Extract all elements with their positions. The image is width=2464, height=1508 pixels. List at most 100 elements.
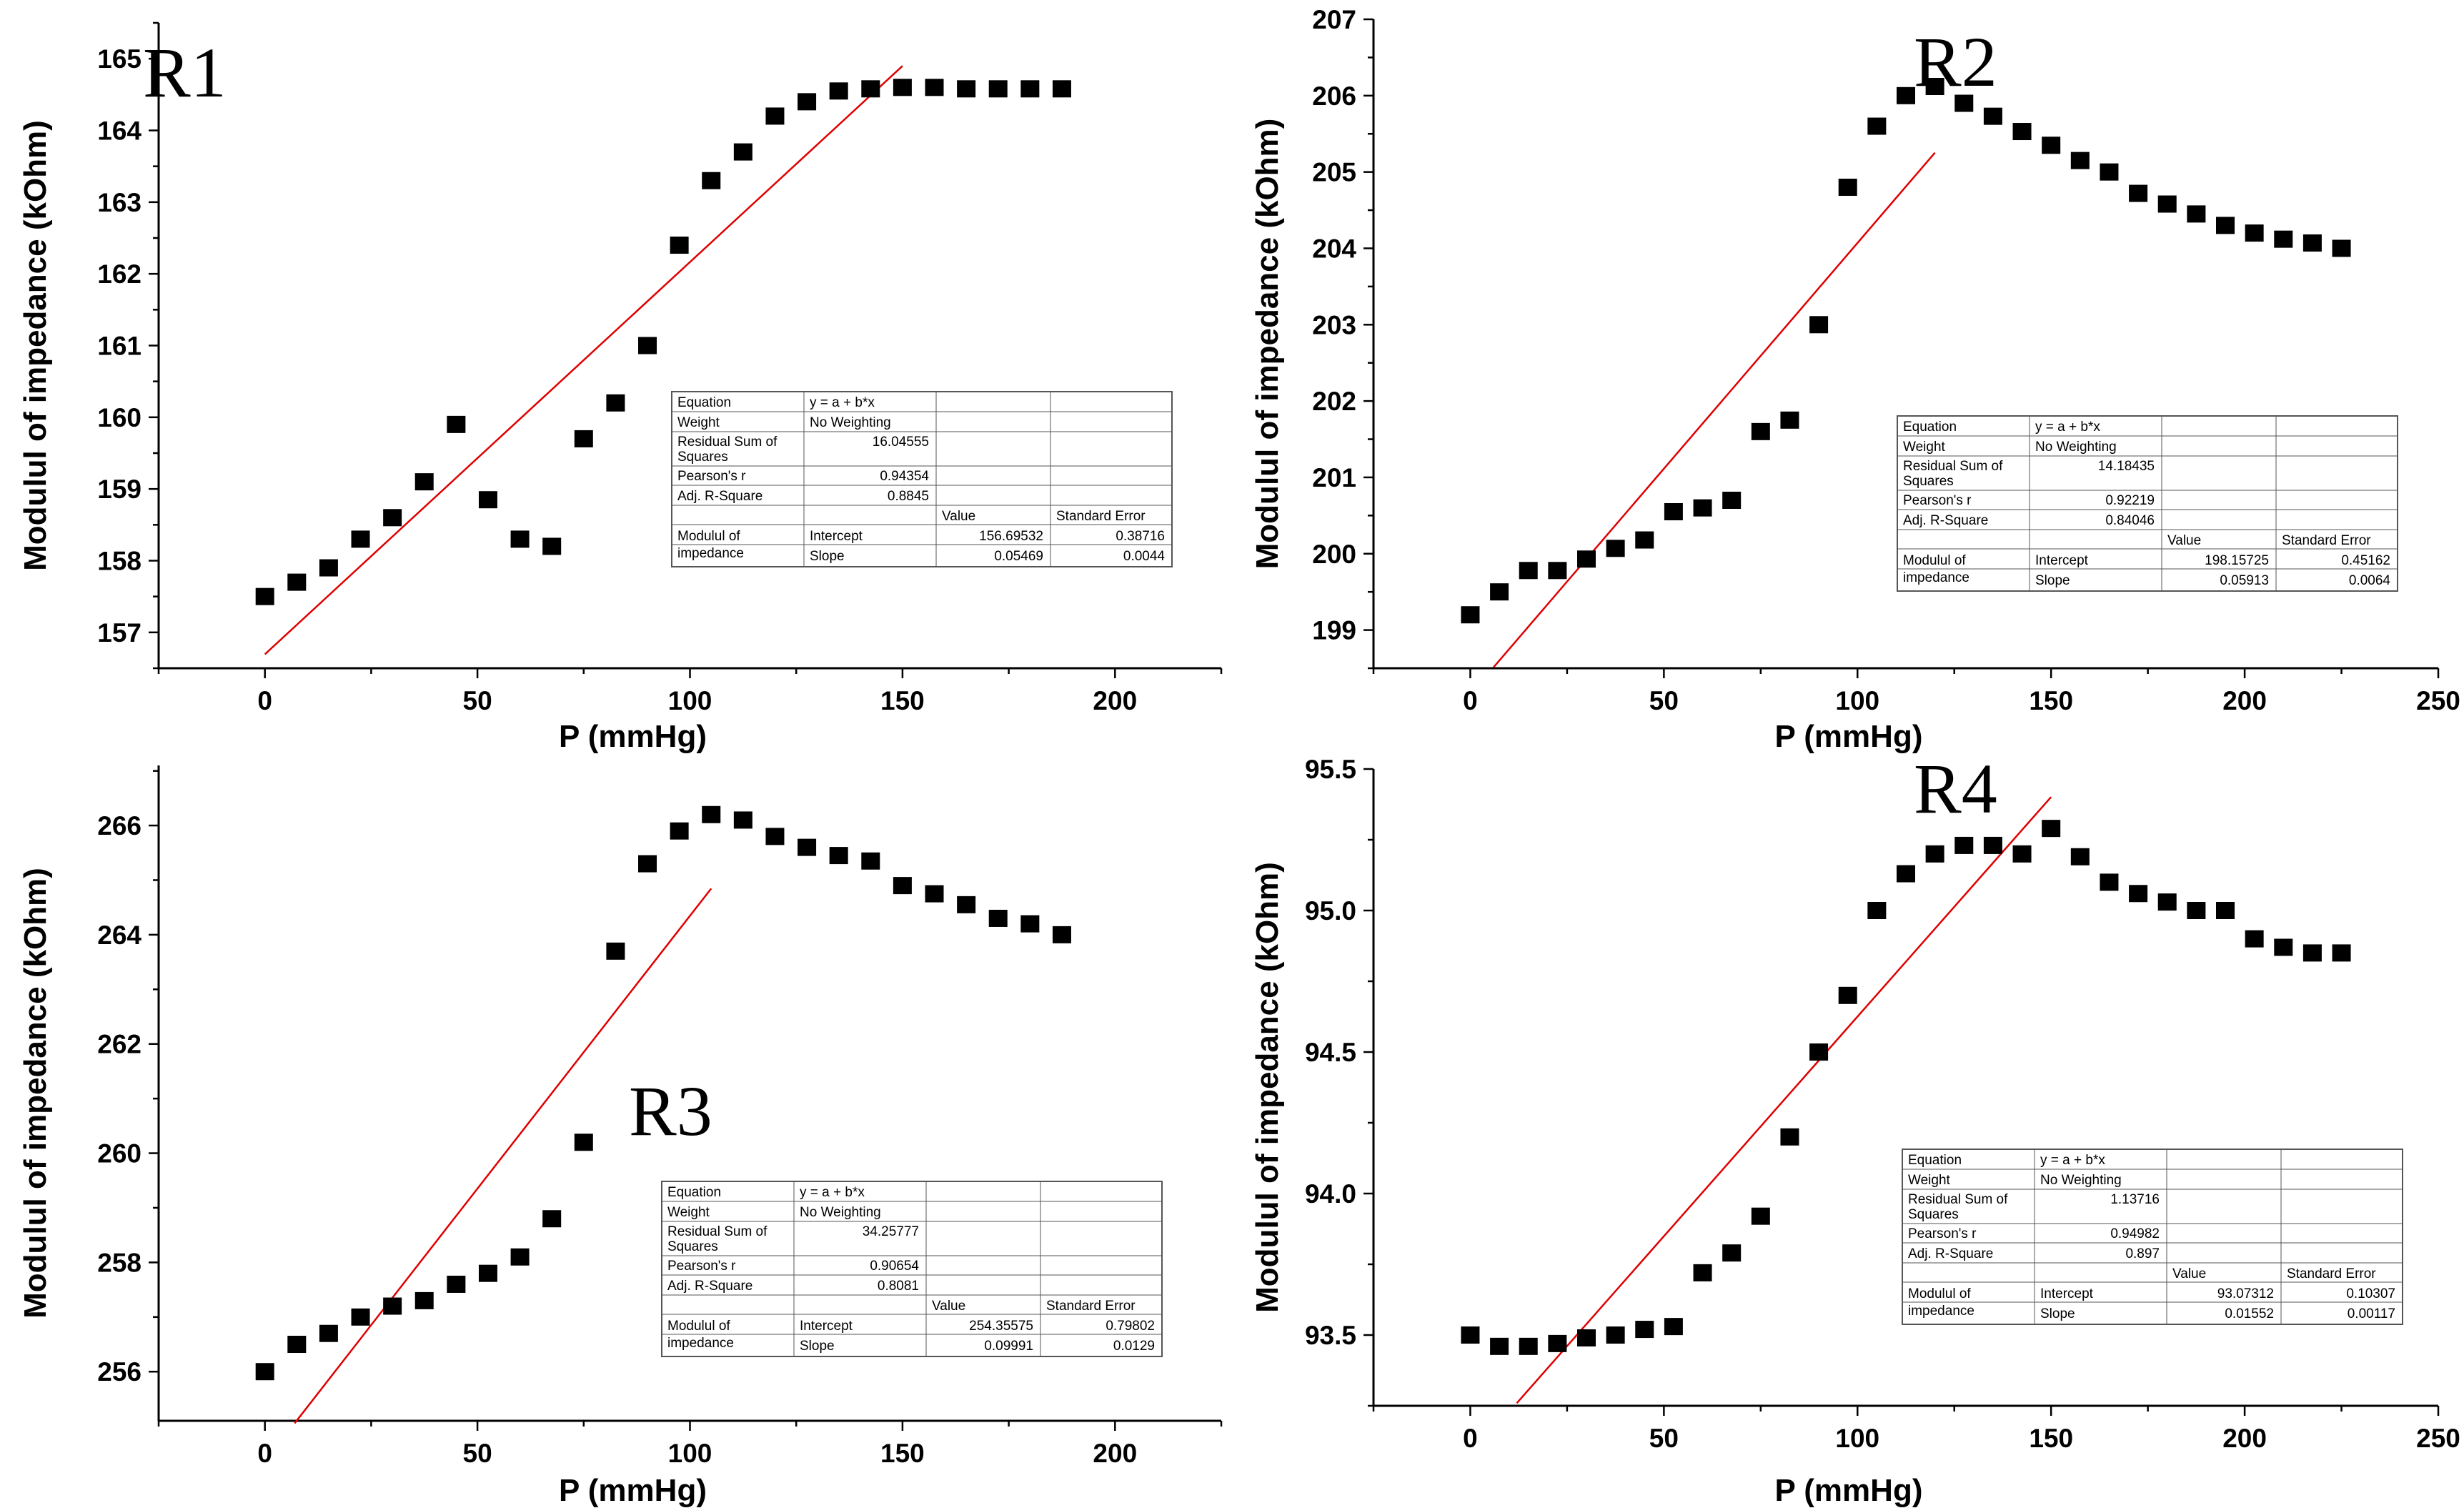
r3-data-point bbox=[733, 811, 752, 829]
r3-data-point bbox=[287, 1336, 307, 1354]
r1-stats-slope-label: Slope bbox=[810, 549, 845, 564]
r1-data-point bbox=[829, 82, 848, 100]
r1-data-point bbox=[765, 107, 785, 125]
r4-stats-weight-label: Weight bbox=[1908, 1173, 1951, 1188]
r3-y-tick-label: 264 bbox=[97, 921, 141, 950]
r4-data-point bbox=[1867, 902, 1887, 919]
r4-stats-table: Equation y = a + b*x Weight No Weighting Res… bbox=[1902, 1149, 2403, 1325]
r2-data-point bbox=[2332, 239, 2351, 257]
r4-data-point bbox=[2274, 938, 2293, 956]
r4-data-point bbox=[2216, 902, 2235, 919]
r2-data-point bbox=[1751, 422, 1770, 440]
r4-stats-slope-label: Slope bbox=[2040, 1306, 2075, 1321]
r3-y-tick-label: 262 bbox=[97, 1030, 141, 1059]
r3-stats-adj-r2-label: Adj. R-Square bbox=[667, 1279, 752, 1294]
r1-stats-table: Equation y = a + b*x Weight No Weighting Res… bbox=[671, 391, 1173, 567]
r4-data-point bbox=[1461, 1326, 1480, 1344]
r2-data-point bbox=[2157, 195, 2177, 213]
r2-y-tick-label: 206 bbox=[1312, 81, 1356, 111]
r3-data-point bbox=[606, 942, 625, 960]
r1-stats-intercept-se: 0.38716 bbox=[1116, 529, 1165, 544]
r1-data-point bbox=[798, 93, 817, 111]
r1-stats-slope-value: 0.05469 bbox=[994, 549, 1043, 564]
r1-data-point bbox=[925, 79, 944, 96]
r2-y-tick-label: 207 bbox=[1312, 5, 1356, 34]
chart-r4: 0 50 100 150 200 250 93.5 94.0 94.5 95.0 95.5 P (mm… bbox=[1250, 749, 2460, 1508]
r1-x-tick-label: 50 bbox=[463, 686, 492, 715]
r1-data-point bbox=[638, 337, 657, 354]
r2-y-tick-label: 203 bbox=[1312, 310, 1356, 339]
r4-x-axis-title: P (mmHg) bbox=[1775, 1473, 1923, 1508]
r3-stats-table-frame bbox=[661, 1181, 1163, 1357]
r2-data-point bbox=[2274, 230, 2293, 248]
r2-data-point bbox=[2070, 152, 2090, 169]
r1-stats-weight-label: Weight bbox=[677, 415, 720, 430]
r3-data-point bbox=[638, 855, 657, 873]
r4-data-point bbox=[1490, 1337, 1509, 1355]
r4-data-point bbox=[2070, 848, 2090, 865]
r1-x-tick-label: 150 bbox=[880, 686, 925, 715]
r3-y-tick-label: 256 bbox=[97, 1357, 141, 1387]
r3-data-point bbox=[829, 847, 848, 865]
r2-stats-weight-value: No Weighting bbox=[2035, 440, 2117, 455]
r3-stats-rss-label: Residual Sum of bbox=[667, 1224, 767, 1239]
r3-data-point bbox=[542, 1210, 562, 1228]
r4-x-tick-label: 200 bbox=[2222, 1424, 2267, 1453]
r1-x-axis-title: P (mmHg) bbox=[559, 719, 707, 754]
r4-data-point bbox=[2129, 885, 2148, 903]
r4-data-point bbox=[1897, 865, 1915, 883]
r2-data-point bbox=[2216, 217, 2235, 234]
r4-stats-rss-label-2: Squares bbox=[1908, 1207, 1959, 1222]
r2-stats-adj-r2-value: 0.84046 bbox=[2105, 513, 2155, 528]
r4-y-tick-label: 94.0 bbox=[1305, 1179, 1356, 1209]
r3-stats-slope-value: 0.09991 bbox=[984, 1339, 1033, 1354]
r1-stats-pearson-value: 0.94354 bbox=[880, 469, 929, 484]
r1-stats-adj-r2-label: Adj. R-Square bbox=[677, 489, 762, 504]
r2-panel-tag: R2 bbox=[1914, 22, 1997, 101]
r3-stats-rss-value: 34.25777 bbox=[863, 1224, 919, 1239]
r4-stats-table-frame bbox=[1902, 1149, 2403, 1325]
r3-data-point bbox=[319, 1324, 338, 1342]
r1-data-point bbox=[414, 473, 434, 491]
r1-y-axis-title: Modulul of impedance (kOhm) bbox=[18, 120, 53, 571]
r2-stats-table-frame bbox=[1897, 415, 2398, 592]
r3-data-point bbox=[447, 1275, 466, 1293]
r2-data-point bbox=[2012, 123, 2032, 141]
r4-data-point bbox=[1577, 1329, 1596, 1346]
r2-stats-slope-value: 0.05913 bbox=[2220, 573, 2269, 588]
r2-data-point bbox=[1867, 117, 1887, 135]
r3-stats-table: Equation y = a + b*x Weight No Weighting Res… bbox=[661, 1181, 1163, 1357]
r3-stats-intercept-se: 0.79802 bbox=[1106, 1319, 1155, 1334]
chart-panel-r1: 0 50 100 150 200 157 158 159 160 161 162 163 164 165 P… bbox=[0, 0, 1232, 754]
r4-stats-weight-value: No Weighting bbox=[2040, 1173, 2122, 1188]
r3-data-point bbox=[670, 822, 689, 840]
r4-stats-slope-value: 0.01552 bbox=[2225, 1306, 2274, 1321]
r3-x-tick-label: 150 bbox=[880, 1439, 925, 1468]
r4-data-point bbox=[1606, 1326, 1625, 1344]
r2-data-point bbox=[1954, 94, 1974, 112]
r2-data-point bbox=[2100, 163, 2119, 181]
r2-data-point bbox=[1983, 107, 2002, 125]
r3-data-point bbox=[798, 838, 817, 856]
r4-data-point bbox=[2042, 820, 2061, 838]
r3-x-tick-label: 100 bbox=[668, 1439, 712, 1468]
r2-data-point bbox=[1461, 606, 1480, 624]
r1-stats-intercept-value: 156.69532 bbox=[979, 529, 1043, 544]
r1-y-tick-label: 162 bbox=[97, 259, 141, 289]
r1-stats-slope-se: 0.0044 bbox=[1123, 549, 1166, 564]
r3-y-axis-title: Modulul of impedance (kOhm) bbox=[18, 868, 53, 1319]
r1-stats-param-label-2: impedance bbox=[677, 546, 744, 561]
r1-data-point bbox=[351, 530, 370, 548]
r1-stats-adj-r2-value: 0.8845 bbox=[888, 489, 929, 504]
r1-data-point bbox=[957, 80, 976, 98]
r4-stats-equation-label: Equation bbox=[1908, 1153, 1962, 1168]
r4-y-axis-title: Modulul of impedance (kOhm) bbox=[1250, 862, 1285, 1313]
r3-data-point bbox=[574, 1134, 593, 1151]
r4-data-point bbox=[1751, 1207, 1770, 1225]
r4-stats-adj-r2-value: 0.897 bbox=[2125, 1246, 2160, 1261]
r3-data-point bbox=[893, 877, 912, 895]
r3-stats-value-header: Value bbox=[932, 1299, 965, 1314]
r3-y-tick-label: 258 bbox=[97, 1248, 141, 1277]
r4-data-point bbox=[1519, 1337, 1538, 1355]
r1-data-point bbox=[255, 587, 274, 605]
